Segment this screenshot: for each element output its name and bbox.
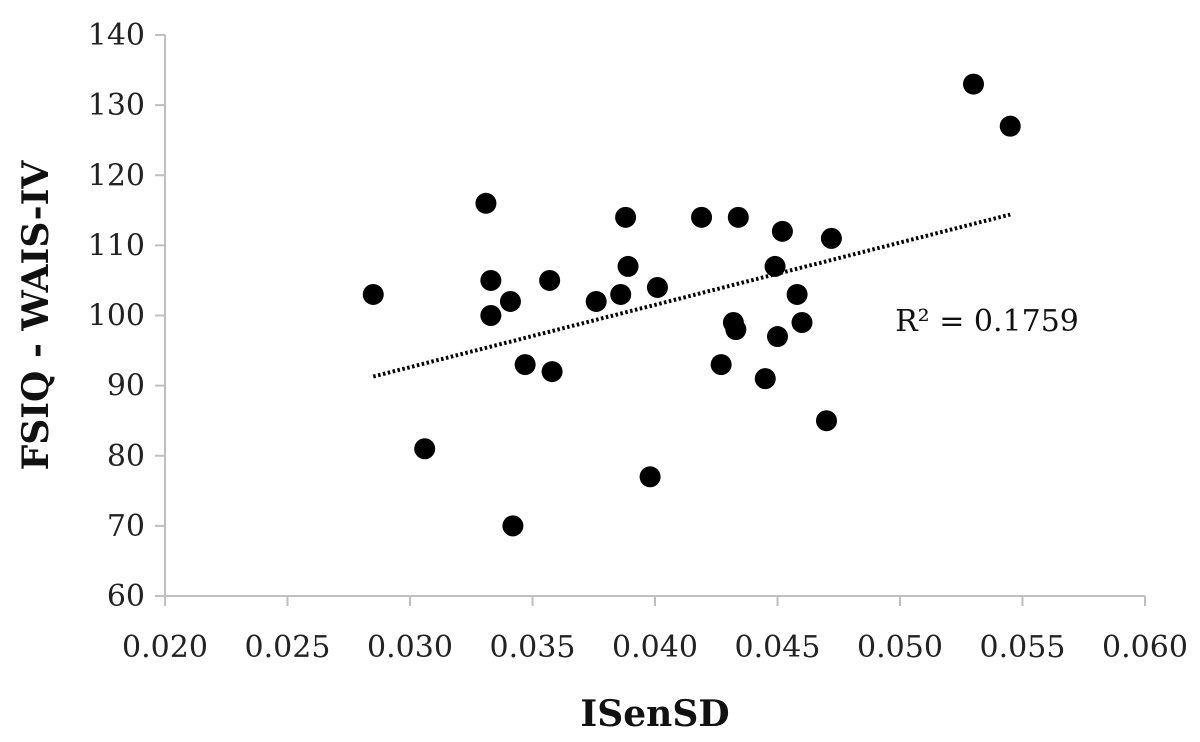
y-tick-label: 80 — [107, 439, 145, 474]
data-point — [999, 115, 1021, 137]
data-point — [480, 269, 502, 291]
data-point — [541, 361, 563, 383]
y-tick-label: 130 — [88, 88, 145, 123]
data-point — [617, 255, 639, 277]
data-point — [646, 276, 668, 298]
x-tick-label: 0.035 — [490, 630, 576, 665]
data-point — [475, 192, 497, 214]
data-point — [514, 354, 536, 376]
data-point — [816, 410, 837, 432]
data-point — [725, 319, 747, 341]
y-tick-label: 60 — [107, 579, 145, 614]
x-tick-label: 0.040 — [612, 630, 698, 665]
y-tick-label: 90 — [107, 369, 145, 404]
annotations: R² = 0.1759 — [895, 304, 1079, 339]
x-tick-label: 0.060 — [1102, 630, 1188, 665]
data-point — [502, 515, 524, 537]
data-point — [362, 283, 384, 305]
y-tick-label: 110 — [88, 228, 145, 263]
x-tick-label: 0.025 — [245, 630, 331, 665]
y-tick-label: 100 — [88, 299, 145, 334]
data-points — [362, 73, 1021, 537]
data-point — [539, 269, 561, 291]
r-squared-label: R² = 0.1759 — [895, 304, 1079, 339]
data-point — [414, 438, 436, 460]
y-tick-label: 140 — [88, 18, 145, 53]
y-axis-title: FSIQ - WAIS-IV — [15, 160, 57, 471]
data-point — [639, 466, 661, 488]
data-point — [786, 283, 808, 305]
data-point — [710, 354, 732, 376]
data-point — [480, 305, 502, 326]
data-point — [820, 227, 842, 249]
x-axis-title: ISenSD — [580, 693, 729, 735]
x-tick-label: 0.020 — [122, 630, 208, 665]
data-point — [791, 312, 813, 334]
y-tick-label: 120 — [88, 158, 145, 193]
data-point — [963, 73, 984, 95]
x-tick-label: 0.055 — [980, 630, 1066, 665]
data-point — [727, 206, 749, 228]
data-point — [764, 255, 786, 277]
trendline — [372, 212, 1011, 379]
y-ticks: 60 70 80 90 100 110 120 130 140 — [88, 18, 165, 614]
data-point — [767, 326, 788, 348]
data-point — [771, 220, 793, 242]
data-point — [585, 290, 607, 312]
x-tick-label: 0.030 — [367, 630, 453, 665]
data-point — [691, 206, 713, 228]
x-ticks: 0.020 0.025 0.030 0.035 0.040 0.045 0.050 0.055… — [122, 596, 1188, 665]
x-tick-label: 0.045 — [735, 630, 821, 665]
y-tick-label: 70 — [107, 509, 145, 544]
x-tick-label: 0.050 — [857, 630, 943, 665]
data-point — [499, 290, 521, 312]
data-point — [615, 206, 637, 228]
data-point — [754, 368, 776, 390]
data-point — [610, 283, 632, 305]
